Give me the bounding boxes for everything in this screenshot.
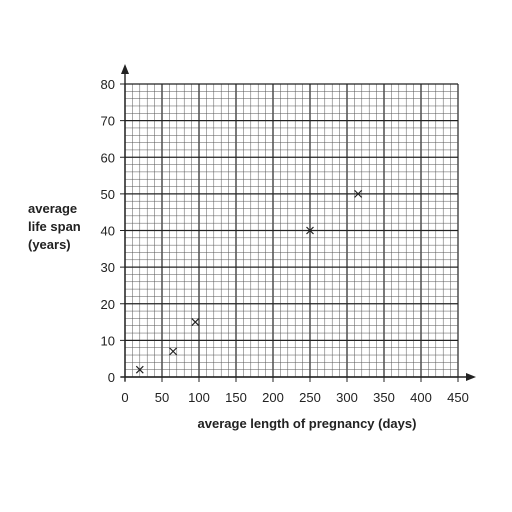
- y-axis-label-line-1: average: [28, 201, 77, 216]
- marker-stroke: [169, 347, 178, 356]
- x-tick-label: 350: [373, 390, 395, 405]
- y-tick-label: 80: [101, 77, 115, 92]
- y-axis-label: average life span (years): [28, 201, 81, 252]
- y-tick-label: 70: [101, 114, 115, 129]
- marker-stroke: [135, 365, 144, 374]
- x-tick-label: 300: [336, 390, 358, 405]
- data-point-marker: [169, 347, 178, 356]
- axes: [120, 64, 476, 382]
- marker-stroke: [306, 226, 314, 235]
- data-points: [135, 189, 363, 374]
- x-axis-label: average length of pregnancy (days): [198, 416, 417, 431]
- data-point-marker: [135, 365, 144, 374]
- x-tick-label: 450: [447, 390, 469, 405]
- y-tick-label: 10: [101, 333, 115, 348]
- data-point-marker: [354, 189, 363, 198]
- x-axis-arrow: [466, 373, 476, 381]
- y-tick-label: 0: [108, 370, 115, 385]
- y-axis-label-line-2: life span: [28, 219, 81, 234]
- x-tick-label: 50: [155, 390, 169, 405]
- x-tick-label: 100: [188, 390, 210, 405]
- marker-stroke: [354, 189, 363, 198]
- x-tick-label: 250: [299, 390, 321, 405]
- x-tick-labels: 0 50 100 150 200 250 300 350 400 450: [121, 390, 468, 405]
- y-axis-label-line-3: (years): [28, 237, 71, 252]
- data-point-marker: [306, 226, 314, 235]
- y-axis-arrow: [121, 64, 129, 74]
- marker-stroke: [191, 318, 200, 326]
- y-tick-label: 30: [101, 260, 115, 275]
- y-tick-label: 60: [101, 150, 115, 165]
- x-tick-label: 200: [262, 390, 284, 405]
- x-tick-label: 0: [121, 390, 128, 405]
- x-tick-label: 400: [410, 390, 432, 405]
- grid: [124, 83, 459, 378]
- x-tick-label: 150: [225, 390, 247, 405]
- y-tick-label: 20: [101, 297, 115, 312]
- data-point-marker: [191, 318, 200, 326]
- y-tick-label: 40: [101, 224, 115, 239]
- y-tick-labels: 0 10 20 30 40 50 60 70 80: [101, 77, 115, 385]
- y-tick-label: 50: [101, 187, 115, 202]
